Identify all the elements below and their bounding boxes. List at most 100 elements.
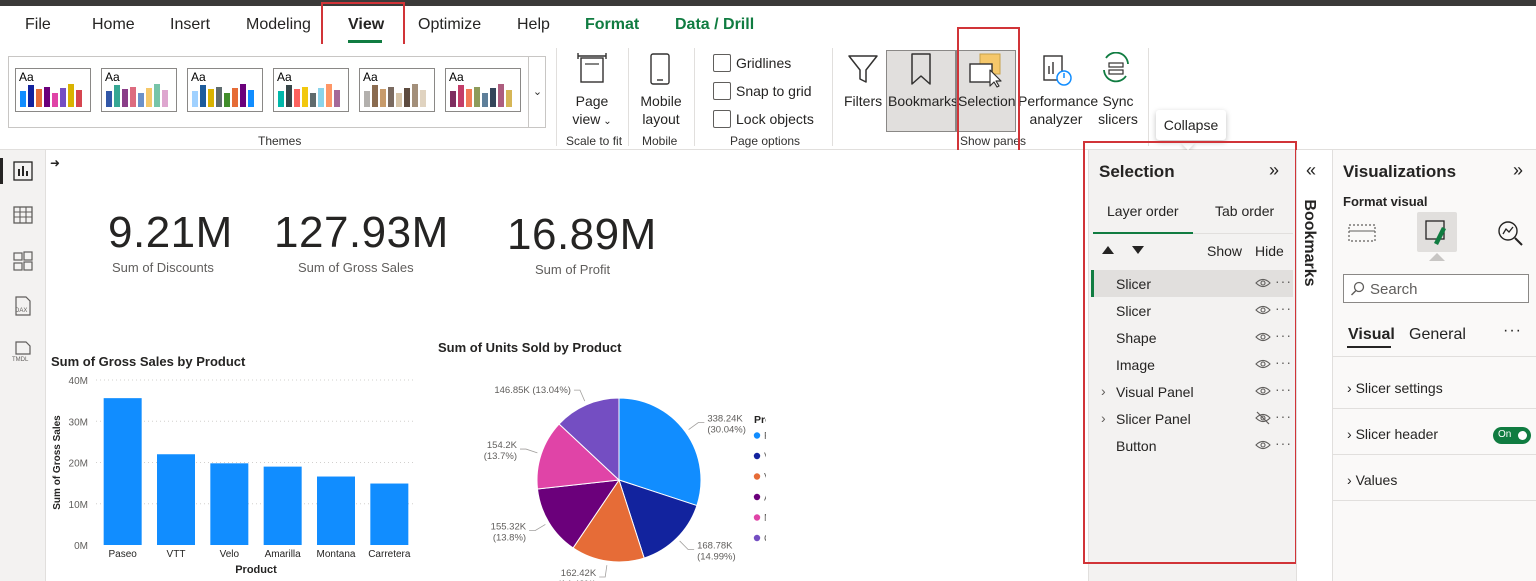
model-view-icon[interactable] xyxy=(12,250,34,272)
eye-icon[interactable] xyxy=(1255,438,1271,452)
snap-to-grid-checkbox[interactable] xyxy=(713,82,731,100)
pie-slice xyxy=(536,423,621,490)
tab-visual[interactable]: Visual xyxy=(1348,326,1395,343)
tab-underline xyxy=(1093,232,1193,234)
selection-item[interactable]: Slicer ··· xyxy=(1091,297,1293,324)
report-canvas: ➜ 9.21M Sum of Discounts 127.93M Sum of … xyxy=(46,150,1088,581)
collapse-pane-icon[interactable]: » xyxy=(1269,160,1280,180)
eye-icon[interactable] xyxy=(1255,357,1271,371)
divider xyxy=(628,48,629,146)
more-options-icon[interactable]: ··· xyxy=(1275,273,1292,289)
theme-swatch[interactable]: Aa xyxy=(15,68,91,112)
chevron-right-icon[interactable]: › xyxy=(1101,383,1106,399)
expand-bookmarks-icon[interactable]: « xyxy=(1306,160,1317,180)
tab-format[interactable]: Format xyxy=(585,16,640,33)
performance-analyzer-icon[interactable] xyxy=(1040,52,1074,88)
selection-item[interactable]: › Visual Panel ··· xyxy=(1091,378,1293,405)
y-axis-title: Sum of Gross Sales xyxy=(52,415,63,510)
section-values[interactable]: › Values xyxy=(1347,472,1398,488)
selection-pane: Selection » Layer order Tab order Show H… xyxy=(1088,150,1296,581)
tab-view[interactable]: View xyxy=(348,16,385,33)
eye-icon[interactable] xyxy=(1255,330,1271,344)
more-options-icon[interactable]: ··· xyxy=(1275,300,1292,316)
table-view-icon[interactable] xyxy=(12,204,34,226)
sync-slicers-icon[interactable] xyxy=(1098,52,1134,88)
performance-analyzer-button[interactable]: Performance analyzer xyxy=(1018,93,1099,127)
eye-icon[interactable] xyxy=(1255,276,1271,290)
selection-item-label: Slicer xyxy=(1116,276,1152,292)
tab-home[interactable]: Home xyxy=(92,16,135,33)
sync-slicers-button[interactable]: Sync slicers xyxy=(1098,93,1138,127)
build-visual-icon[interactable] xyxy=(1347,218,1377,248)
theme-swatch[interactable]: Aa xyxy=(273,68,349,112)
selection-item[interactable]: › Slicer Panel ··· xyxy=(1091,405,1293,432)
section-slicer-settings[interactable]: › Slicer settings xyxy=(1347,380,1443,396)
bookmarks-pane-collapsed[interactable]: « Bookmarks xyxy=(1296,150,1332,581)
filters-button[interactable]: Filters xyxy=(844,93,883,109)
show-label[interactable]: Show xyxy=(1207,243,1243,259)
theme-color-bars xyxy=(106,83,168,107)
lock-objects-checkbox[interactable] xyxy=(713,110,731,128)
eye-hidden-icon[interactable] xyxy=(1255,411,1271,425)
theme-swatch[interactable]: Aa xyxy=(359,68,435,112)
tab-layer-order[interactable]: Layer order xyxy=(1107,203,1179,219)
tab-tab-order[interactable]: Tab order xyxy=(1215,203,1275,219)
tmdl-view-icon[interactable]: TMDL xyxy=(12,340,34,362)
filter-icon[interactable] xyxy=(846,52,880,86)
theme-swatch[interactable]: Aa xyxy=(445,68,521,112)
tab-optimize[interactable]: Optimize xyxy=(418,16,482,33)
eye-icon[interactable] xyxy=(1255,303,1271,317)
page-view-button[interactable]: Page view ⌄ xyxy=(572,93,612,127)
slicer-header-toggle[interactable]: On xyxy=(1493,427,1531,444)
gridlines-checkbox[interactable] xyxy=(713,54,731,72)
move-up-icon[interactable] xyxy=(1101,245,1115,255)
mobile-layout-icon[interactable] xyxy=(648,52,672,86)
analytics-icon[interactable] xyxy=(1495,218,1525,248)
more-options-icon[interactable]: ··· xyxy=(1275,381,1292,397)
tab-data-drill[interactable]: Data / Drill xyxy=(675,16,755,33)
mobile-label: Mobile xyxy=(642,134,678,148)
move-down-icon[interactable] xyxy=(1131,245,1145,255)
format-paintbrush-icon[interactable] xyxy=(1422,217,1452,247)
theme-swatch[interactable]: Aa xyxy=(187,68,263,112)
more-options-icon[interactable]: ··· xyxy=(1275,408,1292,424)
pie-chart[interactable]: 338.24K(30.04%) 168.78K(14.99%) 162.42K(14… xyxy=(426,360,766,581)
bookmarks-button[interactable] xyxy=(886,50,956,132)
section-slicer-header[interactable]: › Slicer header xyxy=(1347,426,1439,442)
leader-line xyxy=(573,389,586,402)
dax-query-view-icon[interactable]: DAX xyxy=(12,295,34,317)
expand-arrow-icon[interactable]: ➜ xyxy=(50,156,61,170)
kpi-discounts-value: 9.21M xyxy=(108,208,233,257)
selection-item[interactable]: Shape ··· xyxy=(1091,324,1293,351)
chevron-right-icon[interactable]: › xyxy=(1101,410,1106,426)
report-view-icon[interactable] xyxy=(12,160,34,182)
tab-general[interactable]: General xyxy=(1409,326,1466,343)
selection-button[interactable] xyxy=(956,50,1016,132)
bar-chart[interactable]: 0M 10M 20M 30M 40M Paseo VTT Velo Amarilla Montan… xyxy=(46,368,426,581)
tab-file[interactable]: File xyxy=(25,16,51,33)
collapse-viz-icon[interactable]: » xyxy=(1513,160,1524,180)
more-options-icon[interactable]: ··· xyxy=(1275,354,1292,370)
bar xyxy=(210,463,249,545)
selection-item[interactable]: Button ··· xyxy=(1091,432,1293,459)
more-options-icon[interactable]: ··· xyxy=(1275,435,1292,451)
tab-insert[interactable]: Insert xyxy=(170,16,211,33)
theme-color-bars xyxy=(364,83,426,107)
search-input[interactable]: Search xyxy=(1343,274,1529,303)
format-visual-tab[interactable] xyxy=(1417,212,1457,252)
hide-label[interactable]: Hide xyxy=(1255,243,1284,259)
page-view-icon[interactable] xyxy=(576,52,608,86)
theme-color-bars xyxy=(450,83,512,107)
tab-modeling[interactable]: Modeling xyxy=(246,16,311,33)
more-options-icon[interactable]: ··· xyxy=(1275,327,1292,343)
selection-item[interactable]: Image ··· xyxy=(1091,351,1293,378)
mobile-layout-button[interactable]: Mobile layout xyxy=(640,93,682,127)
theme-swatch[interactable]: Aa xyxy=(101,68,177,112)
selection-icon[interactable] xyxy=(966,52,1006,88)
bookmark-icon[interactable] xyxy=(906,52,936,86)
tab-help[interactable]: Help xyxy=(517,16,550,33)
more-options-icon[interactable]: ··· xyxy=(1503,322,1522,339)
eye-icon[interactable] xyxy=(1255,384,1271,398)
selection-item[interactable]: Slicer ··· xyxy=(1091,270,1293,297)
themes-expand-icon[interactable]: ⌄ xyxy=(528,56,546,128)
